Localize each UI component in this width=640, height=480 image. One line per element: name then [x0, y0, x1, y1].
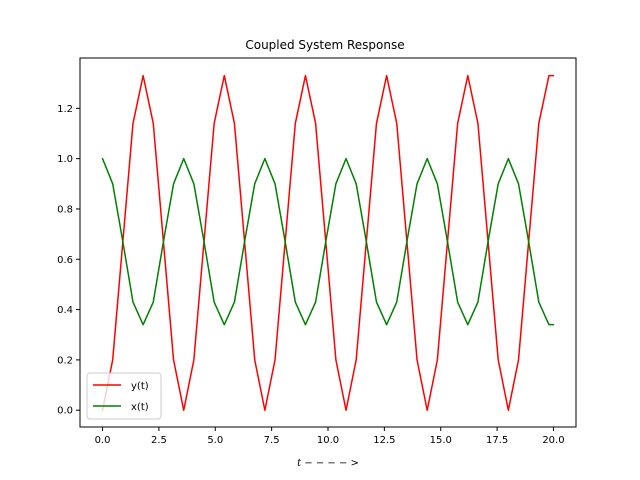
y-tick-label: 0.2: [57, 355, 73, 366]
legend-label: y(t): [131, 381, 149, 392]
legend: y(t) x(t): [86, 372, 162, 420]
series-line-2: [101, 157, 555, 326]
y-tick-label: 0.0: [57, 406, 73, 417]
legend-box: [86, 372, 162, 420]
y-tick-label: 1.0: [57, 154, 73, 165]
x-tick-label: 20.0: [542, 435, 564, 446]
legend-label: x(t): [131, 402, 149, 413]
y-tick-label: 0.6: [57, 255, 73, 266]
x-tick-label: 0.0: [95, 435, 111, 446]
y-tick-label: 0.8: [57, 204, 73, 215]
x-tick-label: 15.0: [430, 435, 452, 446]
x-tick-label: 5.0: [207, 435, 223, 446]
y-tick-label: 0.4: [57, 305, 73, 316]
plot-area-frame: [79, 57, 577, 428]
x-tick-label: 10.0: [317, 435, 339, 446]
axes-layer: 0.0 2.5 5.0 7.5 10.0 12.5 15.0 17.5 20.0 0.0 0.2 0.…: [57, 104, 564, 446]
x-tick-label: 2.5: [151, 435, 167, 446]
series-layer: [101, 74, 555, 411]
x-tick-label: 12.5: [373, 435, 395, 446]
series-line-1: [101, 74, 555, 411]
x-tick-label: 7.5: [264, 435, 280, 446]
y-tick-label: 1.2: [57, 104, 73, 115]
x-tick-label: 17.5: [486, 435, 508, 446]
chart-title: Coupled System Response: [245, 38, 404, 52]
x-axis-label: t − − − − >: [297, 458, 359, 469]
